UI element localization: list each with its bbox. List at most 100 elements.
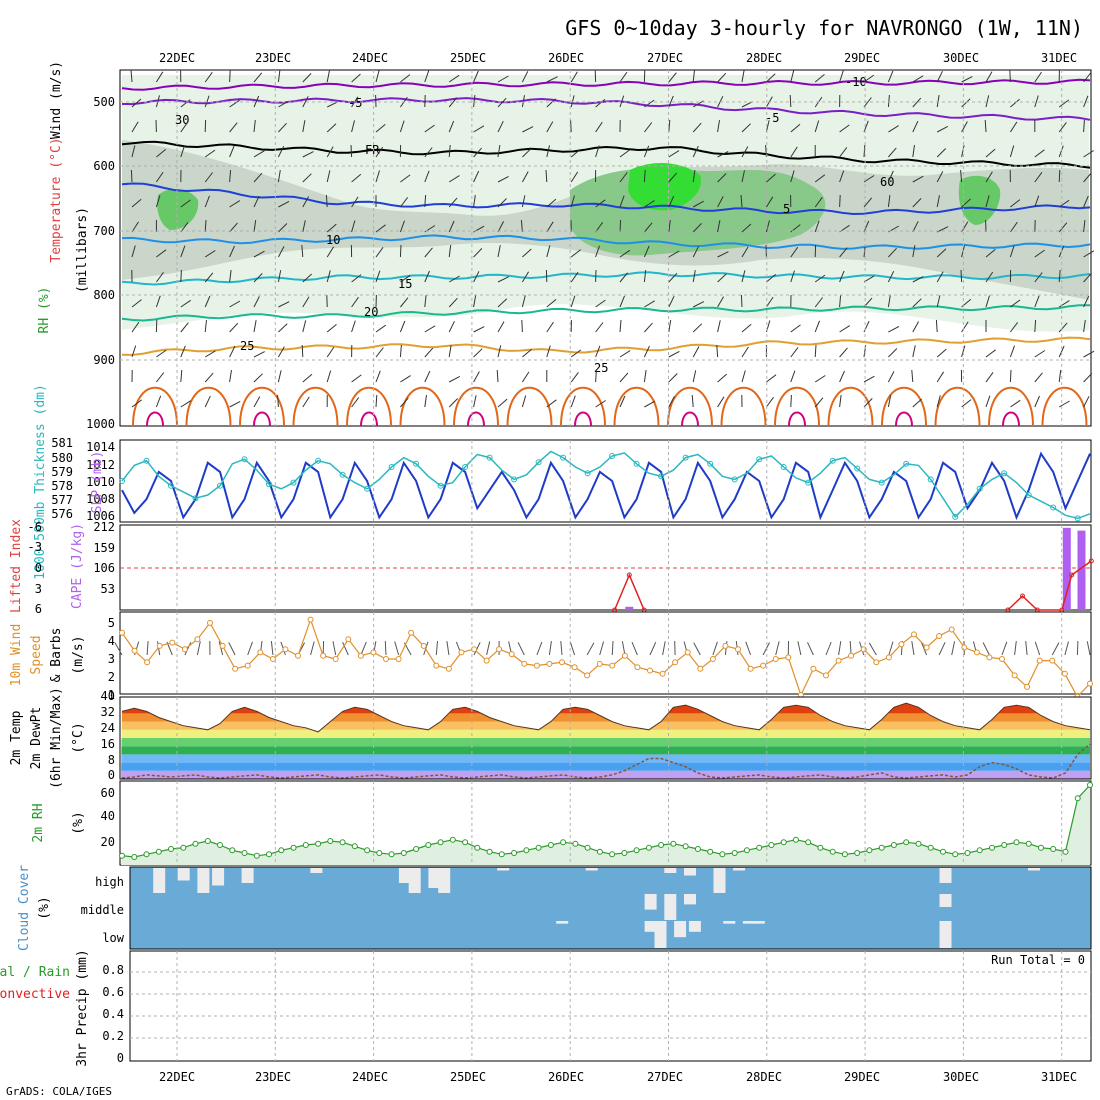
rh-point xyxy=(743,847,750,854)
y-tick: 577 xyxy=(51,493,73,507)
thickness-point xyxy=(633,460,640,467)
wind-point xyxy=(483,657,490,664)
cloud-bar-high xyxy=(177,868,190,881)
wind-barb xyxy=(1009,221,1018,233)
rh-point xyxy=(486,848,493,855)
wind-barb xyxy=(643,245,650,258)
cloud-bar-low xyxy=(752,921,765,924)
wind-barb xyxy=(1058,345,1065,358)
contour-label: 25 xyxy=(594,361,608,375)
isotherm-loop xyxy=(506,386,553,427)
wind-barb xyxy=(595,322,604,333)
wind-barb xyxy=(131,198,142,208)
wind-barb xyxy=(229,122,238,133)
y-tick: 8 xyxy=(108,753,115,767)
wind-barb xyxy=(229,245,235,258)
thickness-point xyxy=(511,476,518,483)
wind-barb xyxy=(741,370,746,383)
wind-barb xyxy=(400,74,411,83)
y-tick: 578 xyxy=(51,479,73,493)
wind-barb xyxy=(765,144,767,158)
wind-point xyxy=(596,660,603,667)
wind-barb xyxy=(521,371,530,383)
wind-point xyxy=(131,647,138,654)
wind-point xyxy=(923,644,930,651)
top-date-tick: 30DEC xyxy=(943,51,979,65)
li-ylabel: Lifted Index xyxy=(9,519,24,613)
rh-point xyxy=(413,846,420,852)
wind-barb xyxy=(522,348,532,358)
thickness-point xyxy=(780,464,787,470)
contour-label: 25 xyxy=(240,339,254,353)
top-date-axis: 22DEC 23DEC 24DEC 25DEC 26DEC 27DEC 28DE… xyxy=(159,51,1077,65)
wind-barb xyxy=(668,95,674,108)
wind-barb xyxy=(936,348,947,358)
wind-barb xyxy=(301,244,304,258)
wind-side-label-1: 10m Wind xyxy=(9,624,24,687)
wind-barb xyxy=(448,245,452,258)
wind-barb xyxy=(863,175,875,183)
wind-barb xyxy=(668,220,671,233)
isotherm-loop xyxy=(934,386,981,427)
thickness-point xyxy=(1025,492,1032,498)
panel-temp2m: 40 32 24 16 8 0 (°C) 2m Temp 2m DewPt (6… xyxy=(9,687,1092,789)
cape-ylabel: CAPE (J/kg) xyxy=(70,523,85,609)
wind-barb xyxy=(1034,295,1040,308)
wind-barb xyxy=(765,196,774,208)
wind-barb xyxy=(448,398,459,408)
y-tick: 0.2 xyxy=(102,1029,124,1043)
wind-barb xyxy=(741,70,745,83)
wind-barb xyxy=(546,221,554,233)
wind-barb xyxy=(253,150,265,158)
wind-barb xyxy=(375,370,381,383)
rh-side-label: 2m RH xyxy=(31,803,46,842)
upper-wind-barbs xyxy=(130,69,1095,408)
wind-barb xyxy=(912,298,922,308)
wind-barb xyxy=(204,149,216,158)
y-tick: 60 xyxy=(101,786,115,800)
wind-barb xyxy=(180,299,191,308)
thickness-point xyxy=(927,476,934,483)
wind-barb xyxy=(668,150,680,158)
wind-barb xyxy=(691,394,694,408)
wind-barb xyxy=(546,345,551,358)
wind-barb xyxy=(448,220,455,233)
y-tick: high xyxy=(95,875,124,889)
wind-barb xyxy=(253,320,257,333)
wind-barb xyxy=(448,345,452,358)
precip-side-label-2: Convective xyxy=(0,987,70,1002)
wind-point xyxy=(760,662,767,669)
rh-point xyxy=(143,851,150,858)
wind-barb xyxy=(766,73,776,83)
wind-barb xyxy=(863,398,873,408)
wind-barb xyxy=(302,320,307,333)
cloud-bar-high xyxy=(438,868,451,893)
wind-barb xyxy=(961,121,968,133)
wind-barb xyxy=(131,399,142,408)
rh-point xyxy=(327,838,334,844)
precip-ticks: 0.8 0.6 0.4 0.2 0 xyxy=(102,963,124,1065)
cloud-bars xyxy=(153,868,1040,948)
wind-barb xyxy=(351,173,362,183)
wind-barb xyxy=(448,74,460,83)
wind-barb xyxy=(229,300,241,308)
wind-barb xyxy=(155,171,164,183)
wind-barb xyxy=(424,147,433,158)
wind-barb xyxy=(790,246,799,258)
wind-barb xyxy=(961,145,965,158)
wind-barb xyxy=(277,270,282,283)
wind-barb xyxy=(351,120,355,133)
wind-barb xyxy=(643,370,647,383)
thickness-point xyxy=(1074,515,1081,522)
wind-barb xyxy=(156,249,167,258)
wind-barb xyxy=(1083,396,1090,408)
wind-point xyxy=(1036,657,1043,664)
wind-barb xyxy=(322,640,325,656)
thickness-series-line xyxy=(121,450,1091,520)
wind-barb xyxy=(204,320,207,333)
rh-point xyxy=(449,836,456,843)
rh-point xyxy=(645,844,652,851)
wind-point xyxy=(119,629,125,636)
panel-frame xyxy=(119,611,1092,695)
wind-barb xyxy=(253,273,263,283)
